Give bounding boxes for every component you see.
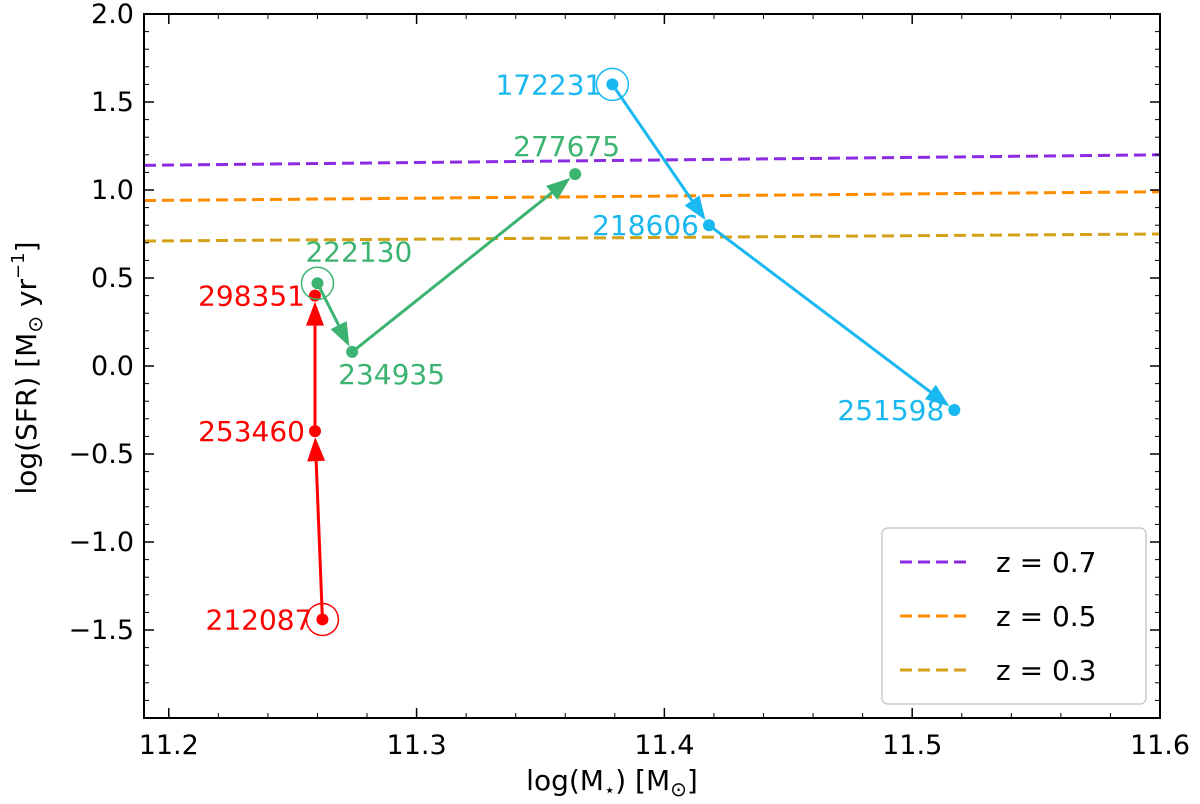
point-id-label: 172231 xyxy=(495,68,602,101)
y-tick-label: −1.0 xyxy=(68,527,134,558)
point-id-label: 253460 xyxy=(198,415,305,448)
axis-ticks: 11.2 11.3 11.4 11.5 11.6 −1.5 −1.0 −0.5 0.0 0.5 1.… xyxy=(68,0,1190,761)
y-tick-label: −0.5 xyxy=(68,439,134,470)
data-point xyxy=(702,219,715,232)
y-label-sup: −1 xyxy=(8,252,29,279)
point-id-label: 218606 xyxy=(592,209,699,242)
arrow-head xyxy=(330,321,350,347)
track: 222130 234935 277675 xyxy=(300,130,620,391)
arrow-head xyxy=(684,195,706,221)
start-marker xyxy=(305,602,340,637)
data-point xyxy=(606,78,619,91)
start-marker xyxy=(300,266,335,301)
data-point xyxy=(311,277,324,290)
point-id-label: 298351 xyxy=(198,280,305,313)
point-id-label: 212087 xyxy=(206,603,313,636)
arrow-head xyxy=(546,177,571,200)
start-marker xyxy=(595,67,630,102)
y-label-main: log(SFR) [M xyxy=(10,333,43,495)
legend-label: z = 0.7 xyxy=(996,546,1097,579)
x-label-end: ] xyxy=(687,764,698,797)
x-axis-label: log(M⋆) [M⊙] xyxy=(526,764,698,801)
x-tick-label: 11.6 xyxy=(1130,730,1190,761)
y-label-end: ] xyxy=(10,241,43,252)
x-tick-label: 11.2 xyxy=(139,730,199,761)
legend: z = 0.7 z = 0.5 z = 0.3 xyxy=(881,527,1147,705)
x-tick-label: 11.5 xyxy=(882,730,942,761)
point-id-label: 277675 xyxy=(513,130,620,163)
legend-box xyxy=(881,527,1147,705)
y-tick-label: 0.0 xyxy=(91,351,134,382)
reference-line xyxy=(143,232,1161,243)
arrow-head xyxy=(924,384,950,407)
data-point xyxy=(346,345,359,358)
reference-line xyxy=(143,153,1161,167)
y-tick-label: 2.0 xyxy=(91,0,134,30)
track-segment xyxy=(314,461,324,620)
y-label-rest: yr xyxy=(10,278,43,315)
x-tick-label: 11.4 xyxy=(634,730,694,761)
point-id-label: 222130 xyxy=(305,235,412,268)
plot-area: 2120872534602983512221302349352776751722… xyxy=(143,67,1161,637)
legend-label: z = 0.3 xyxy=(996,654,1097,687)
x-label-sub: ⋆ xyxy=(604,780,615,801)
legend-label: z = 0.5 xyxy=(996,600,1097,633)
data-point xyxy=(569,168,582,181)
x-label-sun: ⊙ xyxy=(670,777,687,801)
y-tick-label: 0.5 xyxy=(91,263,134,294)
y-label-sun: ⊙ xyxy=(23,316,47,333)
y-axis-label: log(SFR) [M⊙ yr−1] xyxy=(8,241,47,494)
data-point xyxy=(948,404,961,416)
track: 172231 218606 251598 xyxy=(495,67,961,427)
track: 212087 253460 298351 xyxy=(198,280,340,637)
point-id-label: 234935 xyxy=(338,358,445,391)
point-id-label: 251598 xyxy=(837,394,944,427)
reference-line xyxy=(143,190,1161,203)
arrow-head xyxy=(305,301,324,326)
x-tick-label: 11.3 xyxy=(387,730,447,761)
data-point xyxy=(316,613,329,626)
x-label-main: log(M xyxy=(526,764,604,797)
data-point xyxy=(308,425,321,438)
track-segment xyxy=(708,224,932,394)
y-tick-label: 1.0 xyxy=(91,175,134,206)
x-label-rest: ) [M xyxy=(615,764,670,797)
y-tick-label: −1.5 xyxy=(68,615,134,646)
track-segment xyxy=(316,282,340,326)
track-segment xyxy=(351,191,553,354)
y-tick-label: 1.5 xyxy=(91,87,134,118)
track-segment xyxy=(611,83,694,202)
arrow-head xyxy=(307,437,326,462)
